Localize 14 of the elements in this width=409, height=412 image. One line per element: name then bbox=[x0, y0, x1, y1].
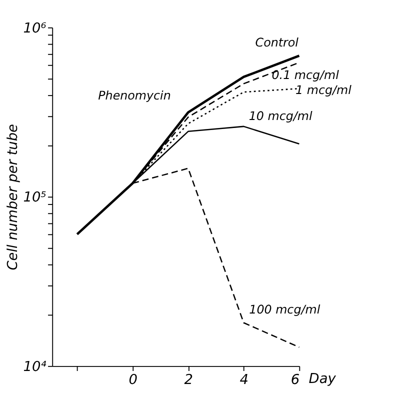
y-tick-label: 10⁴ bbox=[23, 358, 47, 375]
x-axis-title: Day bbox=[308, 370, 337, 387]
x-tick-label: 6 bbox=[290, 372, 300, 388]
x-tick-label: 2 bbox=[184, 372, 193, 388]
y-tick-label: 10⁵ bbox=[23, 190, 46, 206]
y-axis-title: Cell number per tube bbox=[4, 124, 21, 270]
x-tick-label: 0 bbox=[128, 372, 138, 388]
series-label: 1 mcg/ml bbox=[296, 83, 352, 98]
series-label: 100 mcg/ml bbox=[249, 302, 321, 317]
x-tick-label: 4 bbox=[240, 372, 249, 388]
annotation: Phenomycin bbox=[98, 88, 171, 103]
series-label: Control bbox=[255, 36, 300, 50]
series-label: 10 mcg/ml bbox=[248, 109, 313, 124]
y-tick-label: 10⁶ bbox=[23, 20, 47, 36]
